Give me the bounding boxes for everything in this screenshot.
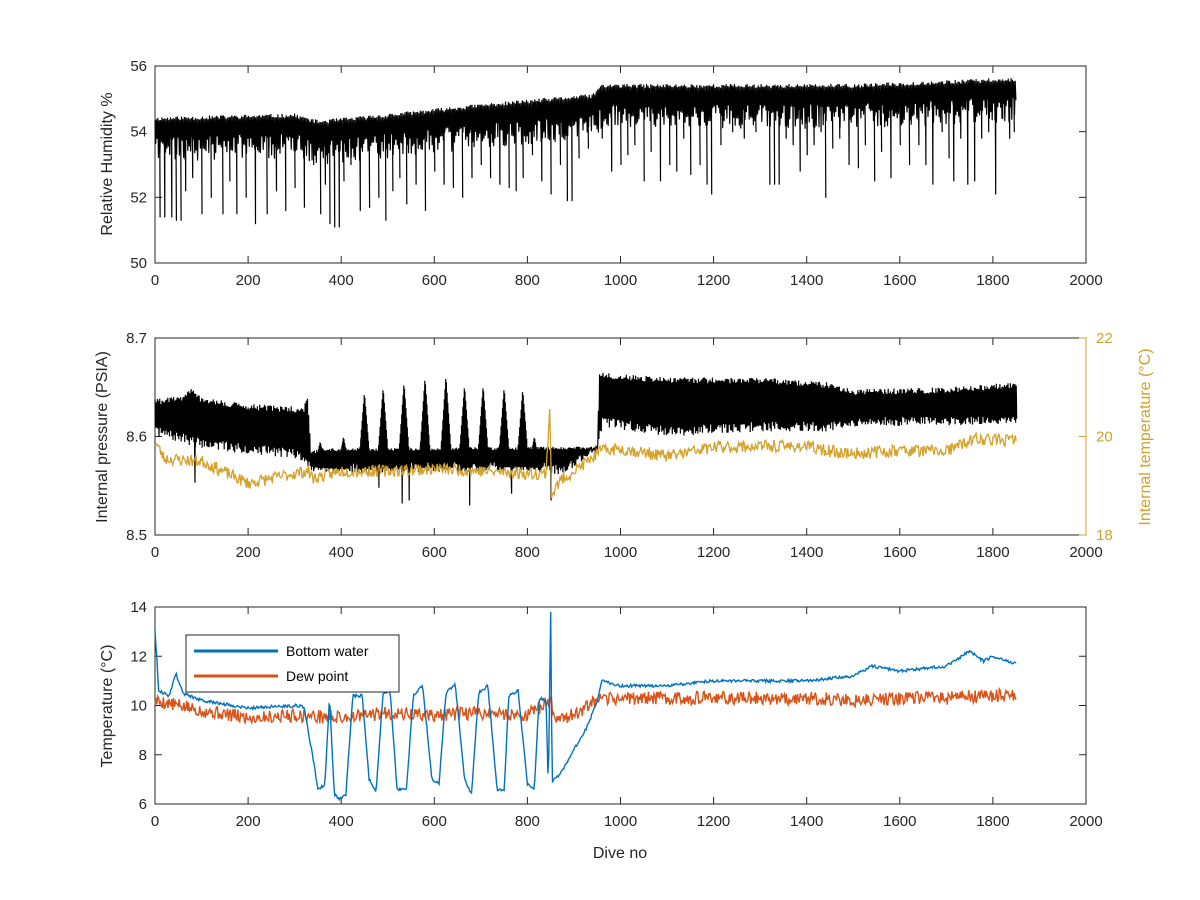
- x-axis-label: Dive no: [593, 845, 647, 862]
- humidity-x-tick-label: 600: [422, 272, 447, 289]
- pressure-x-tick-label: 1600: [883, 544, 916, 561]
- pressure-panel: 0 200 400 600 800 1000 1200 1400 1600 1800 2000 8.…: [94, 330, 1154, 561]
- right-y-tick-label: 20: [1096, 429, 1113, 446]
- humidity-x-tick-label: 400: [329, 272, 354, 289]
- humidity-x-tick-label: 1600: [883, 272, 916, 289]
- dew-point-line: [154, 686, 1017, 726]
- temperature-x-tick-label: 1800: [976, 813, 1009, 830]
- pressure-x-tick-label: 1400: [790, 544, 823, 561]
- humidity-series: [154, 78, 1017, 228]
- temperature-y-axis-label: Temperature (°C): [99, 645, 116, 768]
- legend-label-bottom-water: Bottom water: [286, 643, 369, 659]
- right-y-tick-label: 22: [1096, 330, 1113, 347]
- humidity-panel: 0 200 400 600 800 1000 1200 1400 1600 1800 2000 50…: [99, 58, 1103, 289]
- humidity-y-tick-label: 54: [130, 124, 147, 141]
- pressure-y-axis-label: Internal pressure (PSIA): [94, 351, 111, 523]
- humidity-x-tick-label: 2000: [1069, 272, 1102, 289]
- internal-temperature-line: [154, 408, 1017, 499]
- legend: Bottom water Dew point: [185, 634, 400, 693]
- temperature-x-ticks: 0 200 400 600 800 1000 1200 1400 1600 1800 2000: [151, 607, 1103, 830]
- internal-temperature-y-axis-label: Internal temperature (°C): [1137, 348, 1154, 525]
- pressure-series: [154, 372, 1018, 506]
- humidity-x-tick-label: 1800: [976, 272, 1009, 289]
- pressure-y-tick-label: 8.5: [126, 527, 147, 544]
- humidity-y-tick-label: 52: [130, 189, 147, 206]
- temperature-x-tick-label: 2000: [1069, 813, 1102, 830]
- temperature-panel: 0 200 400 600 800 1000 1200 1400 1600 1800 2000 6 8…: [99, 599, 1103, 862]
- temperature-x-tick-label: 600: [422, 813, 447, 830]
- humidity-y-tick-label: 50: [130, 255, 147, 272]
- pressure-x-tick-label: 1000: [604, 544, 637, 561]
- humidity-y-tick-label: 56: [130, 58, 147, 75]
- temperature-x-tick-label: 400: [329, 813, 354, 830]
- pressure-y-ticks: 8.5 8.6 8.7: [126, 330, 162, 544]
- temperature-y-tick-label: 14: [130, 599, 147, 616]
- temperature-x-tick-label: 1000: [604, 813, 637, 830]
- legend-label-dew-point: Dew point: [286, 668, 348, 684]
- pressure-x-tick-label: 200: [236, 544, 261, 561]
- pressure-x-tick-label: 2000: [1069, 544, 1102, 561]
- humidity-y-ticks: 50 52 54 56: [130, 58, 1086, 272]
- temperature-x-tick-label: 1600: [883, 813, 916, 830]
- humidity-x-tick-label: 1400: [790, 272, 823, 289]
- humidity-x-tick-label: 0: [151, 272, 159, 289]
- temperature-y-tick-label: 8: [139, 747, 147, 764]
- humidity-x-ticks: 0 200 400 600 800 1000 1200 1400 1600 1800 2000: [151, 66, 1103, 289]
- pressure-x-tick-label: 1200: [697, 544, 730, 561]
- pressure-x-tick-label: 400: [329, 544, 354, 561]
- pressure-line: [154, 372, 1018, 506]
- temperature-y-tick-label: 10: [130, 698, 147, 715]
- humidity-x-tick-label: 1200: [697, 272, 730, 289]
- legend-box: [185, 634, 400, 693]
- pressure-x-tick-label: 0: [151, 544, 159, 561]
- temperature-y-ticks: 6 8 10 12 14: [130, 599, 1086, 813]
- humidity-x-tick-label: 200: [236, 272, 261, 289]
- temperature-y-tick-label: 12: [130, 648, 147, 665]
- pressure-x-tick-label: 1800: [976, 544, 1009, 561]
- humidity-line: [154, 78, 1017, 228]
- humidity-x-tick-label: 1000: [604, 272, 637, 289]
- humidity-x-tick-label: 800: [515, 272, 540, 289]
- pressure-x-tick-label: 600: [422, 544, 447, 561]
- temperature-x-tick-label: 800: [515, 813, 540, 830]
- pressure-x-tick-label: 800: [515, 544, 540, 561]
- temperature-right-y-ticks: 18 20 22: [1079, 330, 1113, 544]
- bottom-water-line: [154, 611, 1017, 802]
- right-y-tick-label: 18: [1096, 527, 1113, 544]
- temperature-x-tick-label: 1200: [697, 813, 730, 830]
- temperature-x-tick-label: 0: [151, 813, 159, 830]
- temperature-series: [154, 611, 1017, 802]
- pressure-x-ticks: 0 200 400 600 800 1000 1200 1400 1600 1800 2000: [151, 338, 1103, 561]
- temperature-x-tick-label: 200: [236, 813, 261, 830]
- pressure-y-tick-label: 8.6: [126, 429, 147, 446]
- temperature-x-tick-label: 1400: [790, 813, 823, 830]
- pressure-y-tick-label: 8.7: [126, 330, 147, 347]
- humidity-y-axis-label: Relative Humidity %: [99, 92, 116, 235]
- temperature-y-tick-label: 6: [139, 796, 147, 813]
